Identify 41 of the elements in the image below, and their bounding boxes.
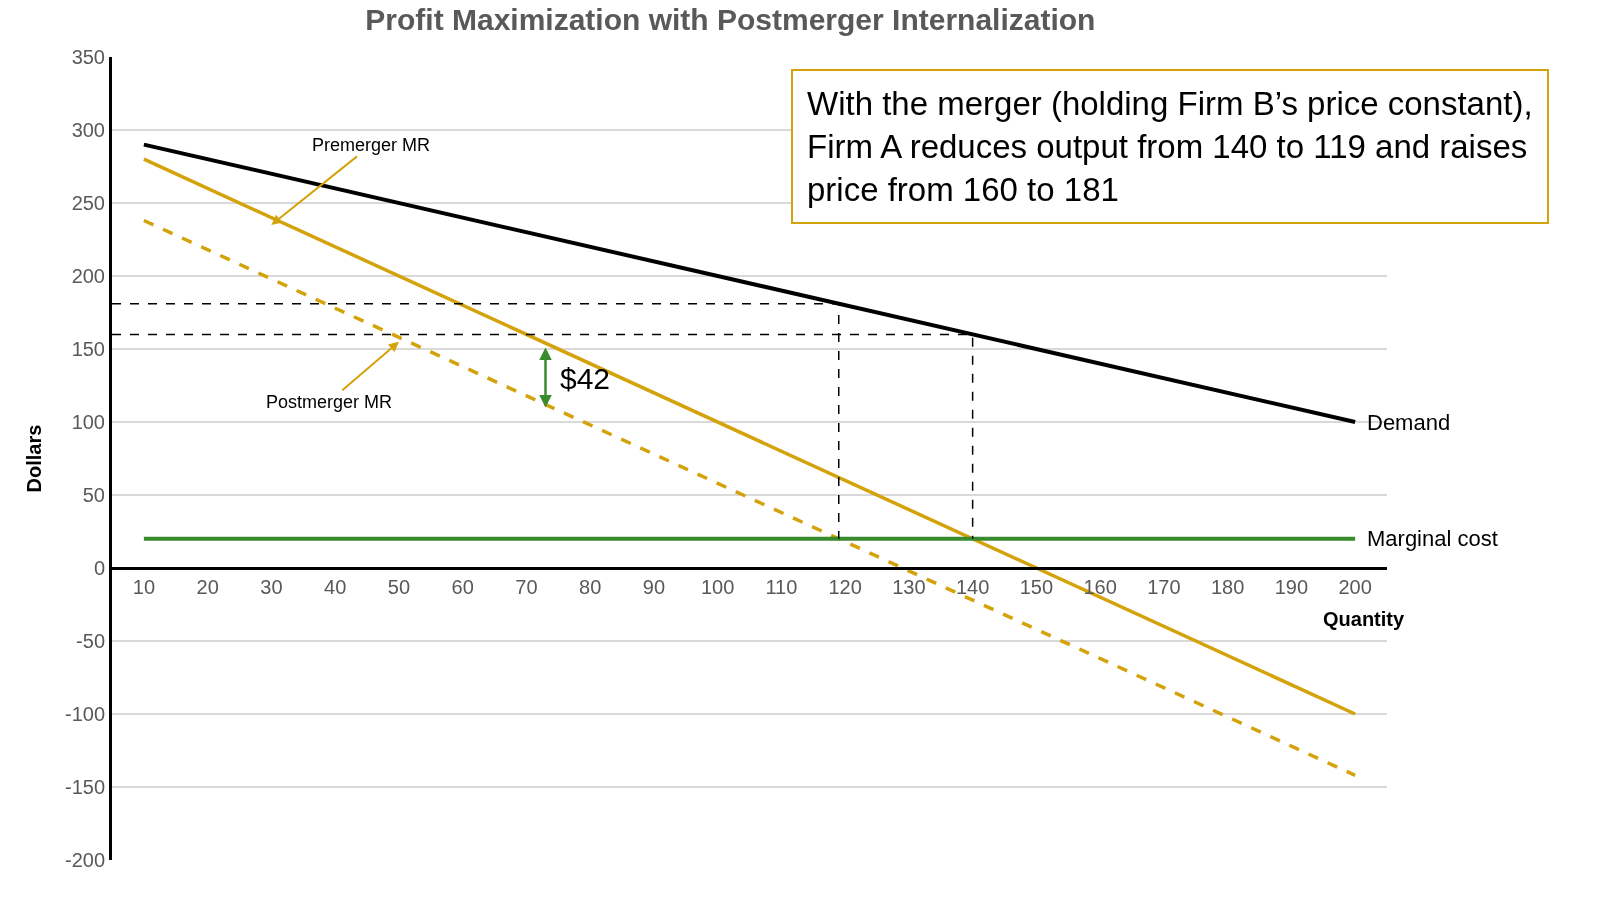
y-tick-label: 300	[71, 119, 105, 141]
y-axis-title: Dollars	[23, 424, 46, 493]
x-tick-label: 120	[828, 576, 862, 598]
chart-title: Profit Maximization with Postmerger Internalization	[365, 3, 1096, 37]
x-tick-label: 70	[515, 576, 538, 598]
x-tick-label: 180	[1210, 576, 1245, 598]
y-tick-label: 250	[71, 192, 105, 214]
annotation: $42	[560, 362, 611, 395]
x-tick-label: 30	[260, 576, 283, 598]
x-tick-label: 40	[324, 576, 347, 598]
x-tick-label: 90	[642, 576, 666, 598]
x-tick-label: 10	[132, 576, 156, 598]
x-tick-label: 170	[1147, 576, 1181, 598]
x-tick-label: 20	[196, 576, 219, 598]
y-tick-label: -50	[76, 630, 105, 652]
x-tick-label: 140	[955, 576, 990, 598]
x-axis-title: Quantity	[1323, 608, 1405, 630]
annotation: Postmerger MR	[266, 392, 393, 412]
x-tick-label: 200	[1338, 576, 1372, 598]
y-tick-label: -100	[64, 703, 105, 725]
y-tick-label: 150	[71, 338, 105, 360]
x-tick-label: 110	[765, 576, 798, 598]
x-tick-label: 60	[451, 576, 474, 598]
x-tick-label: 190	[1274, 576, 1309, 598]
y-tick-label: -150	[64, 776, 105, 798]
y-tick-label: 50	[82, 484, 105, 506]
y-tick-label: 200	[71, 265, 105, 287]
x-tick-label: 80	[579, 576, 602, 598]
y-tick-label: -200	[64, 849, 105, 871]
annotation: Premerger MR	[312, 135, 431, 155]
x-tick-label: 50	[387, 576, 411, 598]
y-tick-label: 350	[71, 46, 105, 68]
annotation: With the merger (holding Firm B’s price constant), Firm A reduces output from 140 to 119 and raises price from 160 to 181	[807, 85, 1533, 208]
x-tick-label: 160	[1083, 576, 1117, 598]
y-tick-label: 0	[93, 557, 105, 579]
y-tick-label: 100	[71, 411, 105, 433]
series-label: Marginal cost	[1367, 526, 1498, 551]
x-tick-label: 130	[892, 576, 926, 598]
series-label: Demand	[1367, 410, 1451, 435]
x-tick-label: 150	[1019, 576, 1054, 598]
x-tick-label: 100	[700, 576, 735, 598]
